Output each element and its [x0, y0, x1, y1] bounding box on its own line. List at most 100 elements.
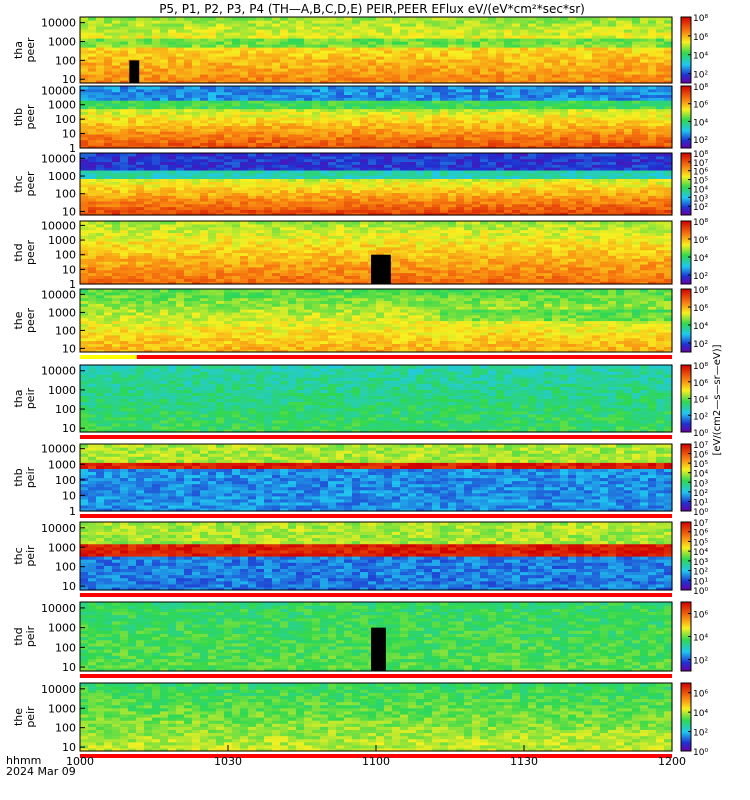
heatmap-cell — [152, 20, 161, 24]
heatmap-cell — [192, 23, 201, 27]
heatmap-cell — [584, 114, 593, 118]
heatmap-cell — [328, 145, 337, 149]
heatmap-cell — [424, 122, 433, 127]
heatmap-cell — [560, 91, 569, 96]
heatmap-cell — [544, 77, 553, 81]
colorbar-tick-label: 10² — [693, 203, 708, 213]
heatmap-cell — [136, 50, 145, 54]
heatmap-cell — [368, 62, 377, 66]
heatmap-cell — [240, 86, 249, 90]
heatmap-cell — [608, 94, 617, 98]
heatmap-cell — [632, 108, 641, 112]
heatmap-cell — [144, 91, 153, 96]
heatmap-cell — [240, 133, 249, 138]
heatmap-cell — [200, 44, 209, 48]
heatmap-cell — [584, 35, 593, 39]
heatmap-cell — [112, 100, 121, 104]
heatmap-cell — [448, 74, 457, 78]
heatmap-cell — [320, 74, 329, 78]
heatmap-cell — [592, 111, 601, 115]
heatmap-cell — [112, 153, 121, 157]
heatmap-cell — [624, 142, 633, 146]
heatmap-cell — [80, 26, 89, 30]
heatmap-cell — [288, 38, 297, 42]
heatmap-cell — [600, 128, 609, 132]
heatmap-cell — [520, 29, 529, 33]
heatmap-cell — [248, 74, 257, 78]
heatmap-cell — [480, 125, 489, 129]
heatmap-cell — [392, 142, 401, 146]
heatmap-cell — [408, 100, 417, 104]
heatmap-cell — [560, 53, 569, 57]
heatmap-cell — [464, 131, 473, 135]
heatmap-cell — [464, 77, 473, 81]
heatmap-cell — [360, 62, 369, 66]
heatmap-cell — [176, 20, 185, 24]
heatmap-cell — [536, 128, 545, 132]
heatmap-cell — [328, 136, 337, 141]
heatmap-cell — [592, 29, 601, 33]
heatmap-cell — [160, 32, 169, 36]
heatmap-cell — [408, 94, 417, 98]
heatmap-cell — [584, 38, 593, 42]
heatmap-cell — [480, 35, 489, 39]
heatmap-cell — [336, 100, 345, 104]
heatmap-cell — [208, 23, 217, 27]
heatmap-cell — [368, 125, 377, 129]
heatmap-cell — [328, 128, 337, 132]
heatmap-cell — [432, 94, 441, 98]
heatmap-cell — [136, 62, 145, 66]
heatmap-cell — [384, 65, 393, 69]
heatmap-cell — [584, 23, 593, 27]
heatmap-cell — [600, 97, 609, 101]
heatmap-cell — [152, 74, 161, 78]
heatmap-cell — [144, 41, 153, 45]
heatmap-cell — [504, 125, 513, 129]
heatmap-cell — [200, 53, 209, 57]
heatmap-cell — [520, 20, 529, 24]
heatmap-cell — [576, 128, 585, 132]
heatmap-cell — [408, 71, 417, 75]
heatmap-cell — [312, 56, 321, 60]
heatmap-cell — [328, 23, 337, 27]
heatmap-cell — [272, 17, 281, 21]
heatmap-cell — [432, 133, 441, 138]
heatmap-cell — [424, 23, 433, 27]
heatmap-cell — [208, 131, 217, 135]
heatmap-cell — [624, 91, 633, 96]
heatmap-cell — [240, 145, 249, 149]
heatmap-cell — [280, 77, 289, 81]
heatmap-cell — [296, 53, 305, 57]
heatmap-cell — [272, 47, 281, 51]
heatmap-cell — [136, 80, 145, 84]
heatmap-cell — [376, 119, 385, 124]
panel-frame — [79, 16, 673, 84]
heatmap-cell — [136, 133, 145, 138]
heatmap-cell — [536, 38, 545, 42]
heatmap-cell — [440, 17, 449, 21]
heatmap-cell — [544, 119, 553, 124]
heatmap-cell — [536, 119, 545, 124]
heatmap-cell — [296, 26, 305, 30]
heatmap-cell — [360, 23, 369, 27]
heatmap-cell — [488, 125, 497, 129]
heatmap-cell — [616, 88, 625, 93]
heatmap-cell — [560, 105, 569, 110]
heatmap-cell — [200, 139, 209, 143]
heatmap-cell — [96, 68, 105, 72]
heatmap-cell — [320, 77, 329, 81]
heatmap-cell — [440, 102, 449, 107]
heatmap-cell — [504, 35, 513, 39]
heatmap-cell — [216, 80, 225, 84]
heatmap-cell — [216, 142, 225, 146]
heatmap-cell — [408, 80, 417, 84]
heatmap-cell — [520, 65, 529, 69]
heatmap-cell — [112, 29, 121, 33]
heatmap-cell — [568, 56, 577, 60]
heatmap-cell — [96, 74, 105, 78]
heatmap-cell — [392, 50, 401, 54]
heatmap-cell — [96, 17, 105, 21]
y-tick-label: 1000 — [48, 99, 76, 112]
heatmap-cell — [296, 56, 305, 60]
heatmap-cell — [336, 68, 345, 72]
